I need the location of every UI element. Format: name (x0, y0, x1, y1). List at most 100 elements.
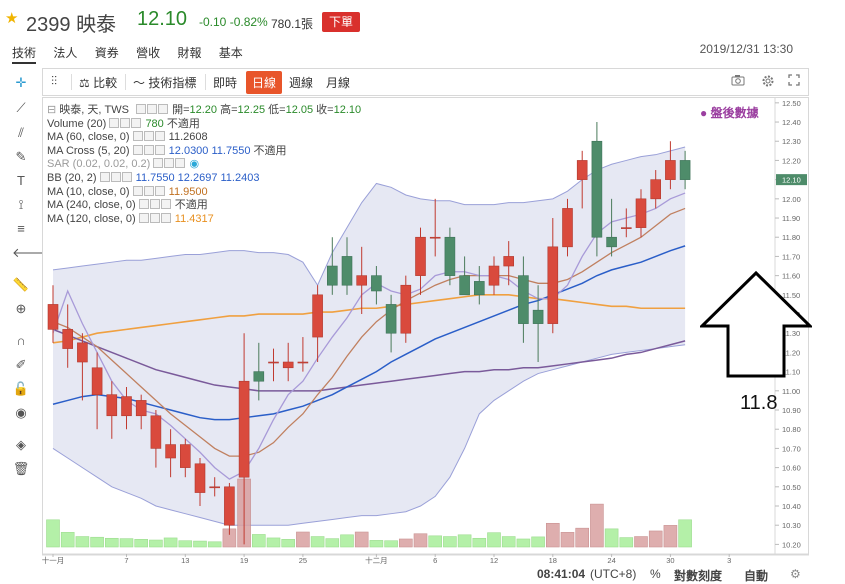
indicators-label: 技術指標 (148, 76, 197, 90)
volume-bar (46, 519, 60, 548)
volume-bar (428, 535, 443, 548)
tab-realtime[interactable]: 即時 (213, 76, 238, 90)
tab-basic[interactable]: 基本 (218, 46, 243, 60)
timezone: (UTC+8) (590, 567, 637, 581)
bar-type-icon[interactable]: ⫶⫶ (51, 74, 58, 88)
auto-scale-toggle[interactable]: 自動 (744, 569, 769, 583)
trend-line-icon[interactable]: ⟋ (16, 100, 26, 115)
y-tick-label: 11.60 (782, 272, 800, 281)
volume-bar (149, 539, 163, 548)
crosshair-icon[interactable]: ✛ (15, 75, 27, 90)
candle-body (518, 275, 529, 324)
tab-monthly[interactable]: 月線 (326, 76, 351, 90)
x-tick-label: 十一月 (42, 555, 64, 565)
eye-icon[interactable]: ◉ (15, 405, 27, 420)
volume-bar (119, 538, 134, 548)
tab-weekly[interactable]: 週線 (289, 76, 314, 90)
y-tick-label: 10.80 (782, 425, 801, 434)
compare-button[interactable]: ⚖ 比較 (79, 74, 117, 91)
magnet-icon[interactable]: ∩ (16, 333, 26, 348)
volume-bar (207, 541, 222, 548)
chart-legend: ⊟ 映泰, 天, TWS 開=12.20 高=12.25 低=12.05 收=1… (47, 104, 361, 226)
volume-bar (296, 531, 310, 548)
candle-body (429, 236, 441, 239)
candle-body (591, 140, 603, 238)
indicators-button[interactable]: 〜 技術指標 (133, 74, 196, 91)
volume-bar (604, 528, 619, 548)
volume-bar (75, 536, 90, 548)
candle-body (150, 415, 162, 449)
legend-ma120: MA (120, close, 0) 11.4317 (47, 212, 214, 225)
multi-line-icon[interactable]: ⫽ (18, 125, 24, 140)
legend-macross: MA Cross (5, 20) 12.0300 11.7550 不適用 (47, 144, 287, 157)
fibonacci-icon[interactable]: ≡ (17, 221, 25, 236)
favorite-star-icon[interactable]: ★ (5, 10, 19, 27)
x-tick-label: 19 (240, 556, 248, 565)
candle-body (106, 394, 118, 417)
lock-drawing-icon[interactable]: ✐ (15, 357, 27, 372)
volume-bar (178, 540, 193, 548)
y-tick-label: 11.30 (782, 329, 800, 338)
tab-institutional[interactable]: 法人 (53, 46, 78, 60)
tab-margin[interactable]: 資券 (94, 46, 119, 60)
brush-icon[interactable]: ✎ (15, 149, 27, 164)
legend-ma10: MA (10, close, 0) 11.9500 (47, 185, 208, 198)
y-tick-label: 10.50 (782, 483, 801, 492)
compare-label: 比較 (93, 76, 118, 90)
tab-revenue[interactable]: 營收 (136, 46, 161, 60)
volume-bar (90, 536, 104, 548)
candle-body (547, 246, 559, 324)
gear-icon[interactable] (761, 74, 775, 91)
fullscreen-icon[interactable] (788, 74, 800, 89)
volume-bar (340, 534, 354, 548)
layers-icon[interactable]: ◈ (16, 437, 26, 452)
settings-icon[interactable]: ⚙ (790, 567, 801, 581)
bb-upper-line (52, 146, 686, 287)
candle-body (121, 396, 132, 417)
candle-body (356, 275, 368, 286)
candle-body (576, 160, 588, 180)
tab-technical[interactable]: 技術 (12, 46, 37, 64)
tab-daily[interactable]: 日線 (246, 71, 283, 94)
ruler-icon[interactable]: 📏 (12, 277, 30, 292)
candle-body (650, 179, 662, 200)
volume-label: 780.1張 (271, 17, 314, 31)
volume-bar (678, 519, 692, 548)
candle-body (562, 208, 573, 248)
trash-icon[interactable]: 🗑 (12, 461, 30, 476)
legend-ma60: MA (60, close, 0) 11.2608 (47, 131, 208, 144)
last-price-tag-label: 12.10 (782, 176, 801, 185)
post-market-link[interactable]: ● 盤後數據 (700, 106, 759, 120)
y-tick-label: 10.90 (782, 406, 801, 415)
volume-bar (590, 503, 604, 548)
y-tick-label: 12.20 (782, 156, 801, 165)
percent-toggle[interactable]: % (650, 567, 661, 581)
camera-icon[interactable] (731, 74, 745, 89)
volume-bar (266, 537, 281, 548)
volume-bar (163, 537, 178, 548)
candle-body (180, 444, 191, 468)
volume-bar (619, 537, 634, 548)
candle-body (532, 309, 544, 324)
last-price-tag (776, 174, 807, 186)
zoom-in-icon[interactable]: ⊕ (15, 301, 27, 316)
log-scale-toggle[interactable]: 對數刻度 (674, 569, 723, 583)
indicators-icon: 〜 (133, 76, 146, 90)
x-tick-label: 24 (607, 556, 615, 565)
volume-bar (354, 531, 369, 548)
back-arrow-icon[interactable]: 🡐 (12, 245, 47, 260)
tab-financials[interactable]: 財報 (177, 46, 202, 60)
legend-volume: Volume (20) 780 不適用 (47, 117, 200, 130)
lock-icon[interactable]: 🔓 (12, 381, 30, 396)
y-tick-label: 10.40 (782, 502, 801, 511)
price-chart[interactable]: 12.50 12.40 12.30 12.20 12.10 12.00 11.90 11.80… (42, 97, 809, 565)
text-icon[interactable]: T (17, 173, 25, 188)
x-tick-label: 十二月 (365, 555, 388, 565)
y-tick-label: 10.70 (782, 444, 801, 453)
y-tick-label: 11.20 (782, 348, 800, 357)
candle-body (47, 304, 59, 330)
order-button[interactable]: 下單 (322, 12, 360, 32)
candle-body (606, 236, 617, 248)
volume-bar (252, 534, 266, 548)
pattern-icon[interactable]: ⟟ (18, 197, 24, 212)
